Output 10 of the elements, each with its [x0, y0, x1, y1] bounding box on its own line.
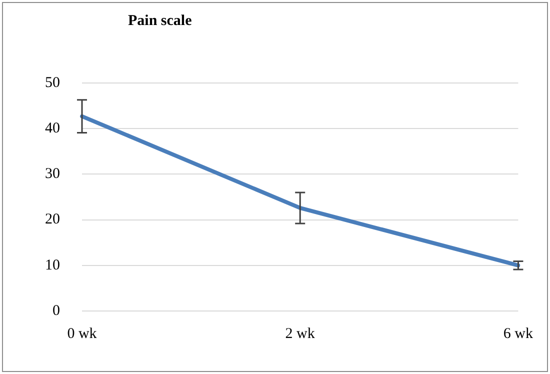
- y-tick-label: 40: [45, 120, 60, 137]
- y-tick-label: 30: [45, 166, 60, 182]
- x-tick-label: 2 wk: [285, 326, 316, 342]
- y-tick-label: 20: [45, 212, 60, 228]
- y-tick-label: 50: [45, 74, 60, 91]
- y-tick-label: 0: [52, 302, 60, 319]
- x-tick-label: 0 wk: [67, 326, 98, 342]
- chart-title: Pain scale: [128, 12, 192, 29]
- x-tick-label: 6 wk: [503, 326, 534, 342]
- y-tick-label: 10: [45, 257, 60, 274]
